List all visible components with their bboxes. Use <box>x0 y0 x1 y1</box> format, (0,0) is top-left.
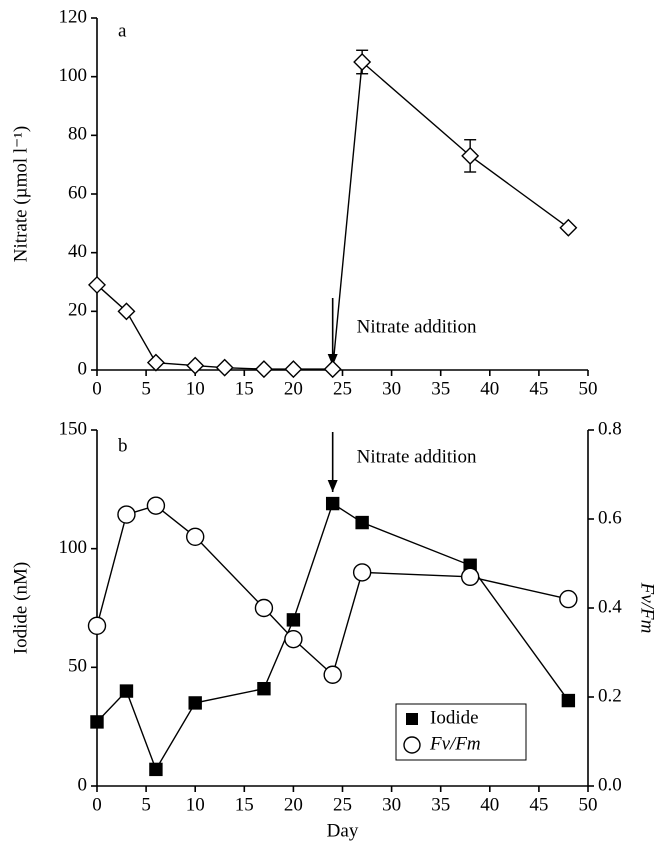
diamond-marker <box>559 218 578 237</box>
square-marker <box>90 715 104 729</box>
y-tick-label: 150 <box>59 418 88 439</box>
x-tick-label: 45 <box>529 378 548 399</box>
x-tick-label: 35 <box>431 794 450 815</box>
y-axis-label: Nitrate (µmol l⁻¹) <box>10 126 31 262</box>
circle-marker <box>254 598 274 618</box>
y-tick-label: 50 <box>68 656 87 677</box>
circle-marker <box>87 616 107 635</box>
x-axis-label: Day <box>327 820 359 841</box>
diamond-marker <box>186 356 205 375</box>
y-tick-label: 100 <box>59 65 88 86</box>
annotation: Nitrate addition <box>357 446 477 467</box>
x-tick-label: 5 <box>141 794 151 815</box>
y2-tick-label: 0.4 <box>598 596 622 617</box>
y-tick-label: 40 <box>68 241 87 262</box>
diamond-marker <box>284 360 303 379</box>
circle-marker <box>559 589 578 609</box>
circle-marker <box>460 567 480 587</box>
diamond-marker <box>323 360 342 379</box>
x-tick-label: 15 <box>235 378 254 399</box>
x-tick-label: 10 <box>186 378 205 399</box>
square-marker <box>257 681 271 696</box>
y2-tick-label: 0.6 <box>598 507 622 528</box>
y-tick-label: 20 <box>68 300 87 321</box>
y-tick-label: 0 <box>78 358 88 379</box>
arrow-head <box>327 480 338 492</box>
x-tick-label: 25 <box>333 794 352 815</box>
diamond-marker <box>117 302 136 321</box>
square-marker <box>119 684 134 698</box>
diamond-marker <box>215 358 234 377</box>
series-line <box>96 502 569 772</box>
annotation: Nitrate addition <box>357 316 477 337</box>
square-marker <box>188 696 202 710</box>
y-tick-label: 60 <box>68 182 87 203</box>
legend-label: Iodide <box>430 707 479 728</box>
diamond-marker <box>88 275 106 294</box>
x-tick-label: 0 <box>92 378 102 399</box>
x-tick-label: 10 <box>186 794 205 815</box>
y2-tick-label: 0.0 <box>598 774 622 795</box>
diamond-marker <box>353 53 372 71</box>
circle-marker <box>352 563 372 582</box>
arrow-head <box>327 354 338 366</box>
legend-marker <box>403 736 421 754</box>
x-tick-label: 20 <box>284 794 303 815</box>
square-marker <box>355 515 369 530</box>
y-tick-label: 0 <box>78 774 88 795</box>
panel-label: b <box>118 435 128 456</box>
panel-label: a <box>118 20 127 41</box>
square-marker <box>149 762 163 777</box>
x-tick-label: 40 <box>480 378 499 399</box>
x-tick-label: 20 <box>284 378 303 399</box>
x-tick-label: 35 <box>431 378 450 399</box>
circle-marker <box>323 665 342 684</box>
x-tick-label: 25 <box>333 378 352 399</box>
legend-marker <box>406 713 418 725</box>
y-axis-label: Iodide (nM) <box>10 562 31 654</box>
circle-marker <box>284 629 303 649</box>
y2-axis-label: Fv/Fm <box>637 582 658 634</box>
x-tick-label: 5 <box>141 378 151 399</box>
x-tick-label: 50 <box>579 378 598 399</box>
x-tick-label: 0 <box>92 794 102 815</box>
y2-tick-label: 0.8 <box>598 418 622 439</box>
diamond-marker <box>146 353 165 372</box>
y-tick-label: 80 <box>68 124 87 145</box>
square-marker <box>286 613 301 627</box>
diamond-marker <box>254 360 273 379</box>
y2-tick-label: 0.2 <box>598 685 622 706</box>
square-marker <box>561 693 576 708</box>
x-tick-label: 15 <box>235 794 254 815</box>
diamond-marker <box>461 146 480 165</box>
x-tick-label: 40 <box>480 794 499 815</box>
circle-marker <box>117 505 136 524</box>
circle-marker <box>185 527 205 546</box>
legend-label: Fv/Fm <box>429 733 481 754</box>
x-tick-label: 45 <box>529 794 548 815</box>
y-tick-label: 120 <box>59 6 88 27</box>
x-tick-label: 30 <box>382 794 401 815</box>
series-line <box>96 504 569 677</box>
circle-marker <box>146 496 166 515</box>
x-tick-label: 30 <box>382 378 401 399</box>
x-tick-label: 50 <box>579 794 598 815</box>
y-tick-label: 100 <box>59 537 88 558</box>
square-marker <box>325 496 340 511</box>
